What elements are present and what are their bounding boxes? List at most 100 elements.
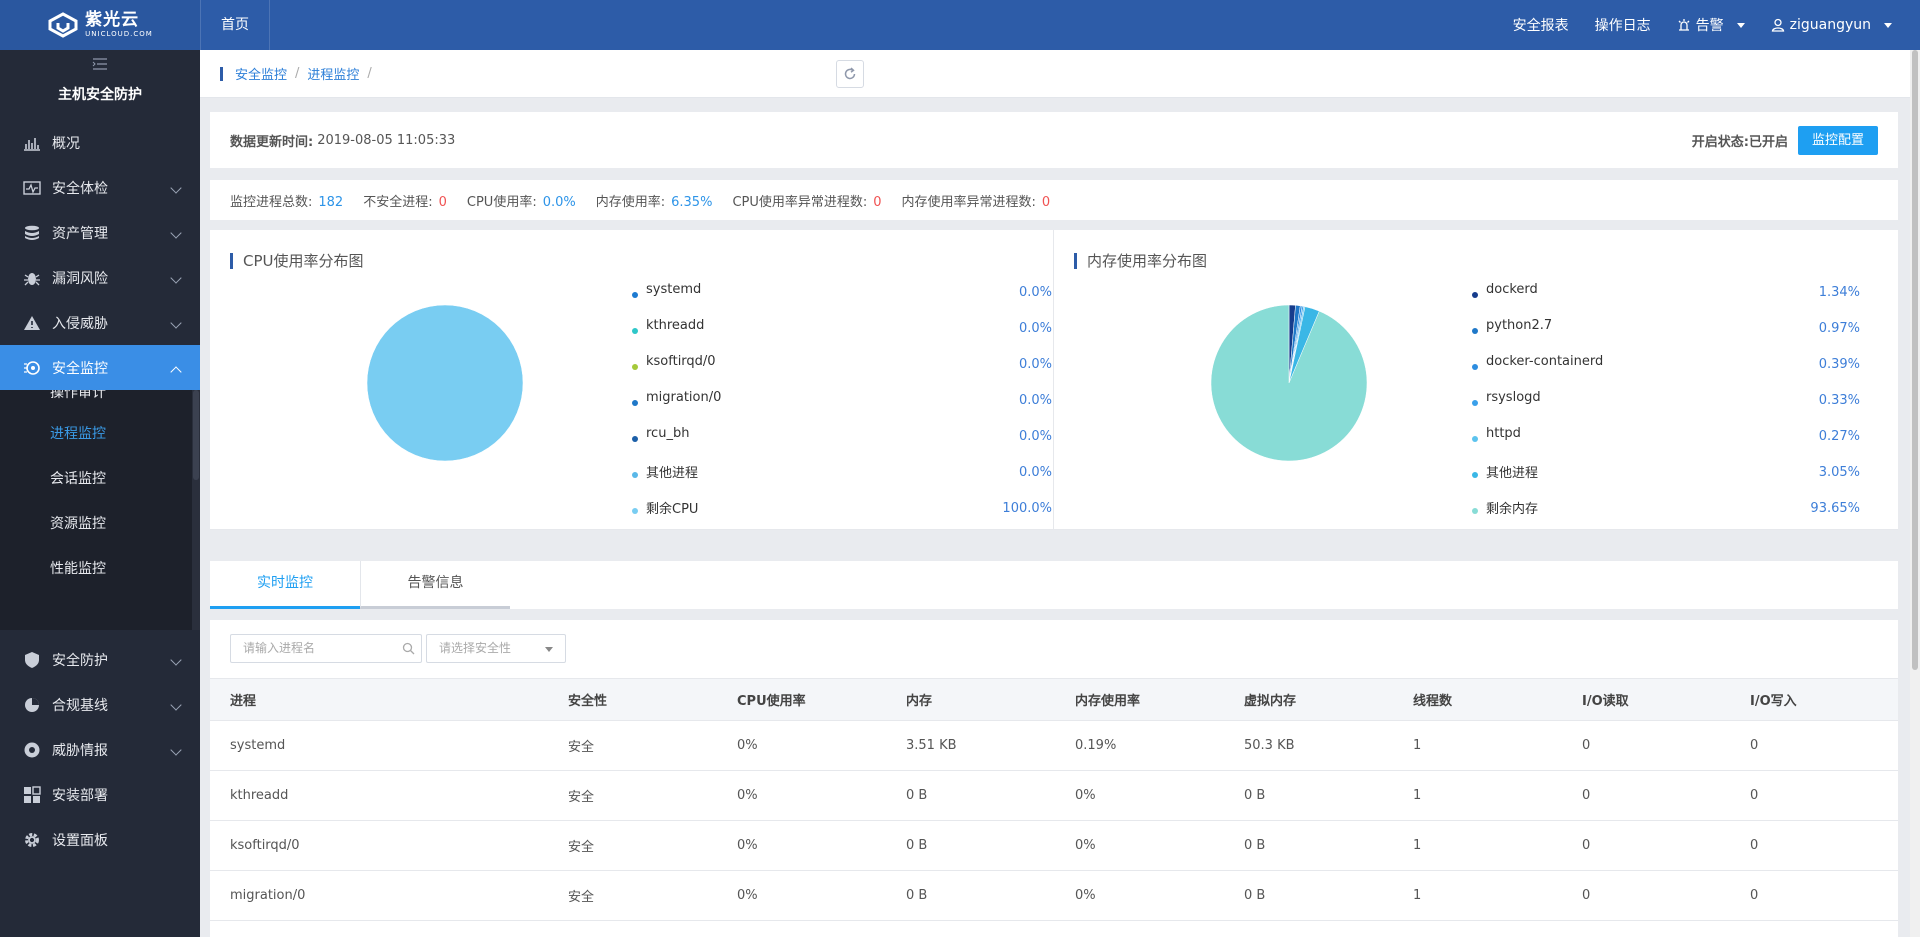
breadcrumb-process-monitor[interactable]: 进程监控 xyxy=(307,68,360,83)
database-icon xyxy=(25,225,39,240)
table-cell: 0% xyxy=(717,870,886,921)
chevron-down-icon xyxy=(170,317,182,329)
sidebar-item-settings[interactable]: 设置面板 xyxy=(0,817,200,862)
operation-log-link[interactable]: 操作日志 xyxy=(1594,18,1651,34)
cpu-legend-item[interactable]: rcu_bh 0.0% xyxy=(632,426,1052,446)
stat-cpu: CPU使用率: 0.0% xyxy=(466,194,576,210)
sidebar-item-vulnerability[interactable]: 漏洞风险 xyxy=(0,255,200,300)
memory-pie-slice[interactable] xyxy=(1210,304,1368,462)
submenu-item-performance-monitor[interactable]: 性能监控 xyxy=(50,561,106,577)
sidebar-item-overview[interactable]: 概况 xyxy=(0,120,200,165)
sidebar-item-protection[interactable]: 安全防护 xyxy=(0,637,200,682)
sidebar-item-security-monitor[interactable]: 安全监控 xyxy=(0,345,200,390)
legend-value: 0.0% xyxy=(1018,465,1052,480)
table-cell: kthreadd xyxy=(210,770,548,821)
cpu-legend-item[interactable]: systemd 0.0% xyxy=(632,282,1052,302)
breadcrumb: 安全监控 / 进程监控 / xyxy=(200,50,1910,98)
memory-legend-item[interactable]: 剩余内存 93.65% xyxy=(1472,498,1860,518)
cpu-legend-item[interactable]: 其他进程 0.0% xyxy=(632,462,1052,482)
legend-label: python2.7 xyxy=(1486,318,1553,333)
sidebar-title: 主机安全防护 xyxy=(58,87,142,103)
intel-icon xyxy=(24,742,40,757)
table-cell: 50.3 KB xyxy=(1224,720,1393,771)
process-table-panel: 请输入进程名 请选择安全性 进程 安全性 CPU使用率 内存 内存使用率 虚拟内… xyxy=(210,620,1898,937)
breadcrumb-marker xyxy=(220,66,223,81)
cpu-pie-slice[interactable] xyxy=(366,304,524,462)
refresh-button[interactable] xyxy=(836,60,864,88)
cpu-pie-chart xyxy=(366,304,524,462)
table-cell: 1 xyxy=(1393,770,1562,821)
table-cell: 0 B xyxy=(1224,870,1393,921)
cpu-legend-item[interactable]: kthreadd 0.0% xyxy=(632,318,1052,338)
sidebar-item-assets[interactable]: 资产管理 xyxy=(0,210,200,255)
menu-collapse-icon xyxy=(92,58,107,70)
table-cell: 1 xyxy=(1393,870,1562,921)
table-cell: 0 B xyxy=(1224,770,1393,821)
sidebar-item-label: 入侵威胁 xyxy=(52,315,108,332)
table-cell: 3.51 KB xyxy=(886,720,1055,771)
memory-legend-item[interactable]: 其他进程 3.05% xyxy=(1472,462,1860,482)
column-header: 虚拟内存 xyxy=(1224,678,1393,721)
submenu-item-operation-audit[interactable]: 操作审计 xyxy=(50,390,106,401)
submenu-scrollbar[interactable] xyxy=(192,390,200,630)
cpu-legend-item[interactable]: migration/0 0.0% xyxy=(632,390,1052,410)
sidebar-toggle[interactable] xyxy=(0,50,200,78)
process-name-search-input[interactable]: 请输入进程名 xyxy=(230,634,422,663)
stat-mem: 内存使用率: 6.35% xyxy=(595,194,713,210)
shield-icon xyxy=(25,651,39,668)
sidebar-item-compliance[interactable]: 合规基线 xyxy=(0,682,200,727)
memory-legend-item[interactable]: dockerd 1.34% xyxy=(1472,282,1860,302)
sidebar-item-label: 设置面板 xyxy=(52,832,108,849)
table-cell: migration/0 xyxy=(210,870,548,921)
sidebar-item-label: 合规基线 xyxy=(52,697,108,714)
security-report-link[interactable]: 安全报表 xyxy=(1512,18,1569,34)
chevron-down-icon xyxy=(170,182,182,194)
memory-legend-item[interactable]: python2.7 0.97% xyxy=(1472,318,1860,338)
main-scrollbar[interactable] xyxy=(1910,50,1920,937)
breadcrumb-security-monitor[interactable]: 安全监控 xyxy=(235,68,288,83)
memory-legend-item[interactable]: httpd 0.27% xyxy=(1472,426,1860,446)
column-header: 内存 xyxy=(886,678,1055,721)
table-cell: 0 xyxy=(1730,770,1898,821)
legend-label: rcu_bh xyxy=(646,426,690,441)
submenu-item-resource-monitor[interactable]: 资源监控 xyxy=(50,516,106,532)
alarm-menu[interactable]: 告警 xyxy=(1677,15,1745,35)
search-icon[interactable] xyxy=(402,642,415,655)
nav-home[interactable]: 首页 xyxy=(200,0,270,50)
logo-subtext: UNICLOUD.COM xyxy=(85,30,153,38)
logo[interactable]: 紫光云 UNICLOUD.COM xyxy=(0,0,200,50)
legend-value: 1.34% xyxy=(1818,285,1860,300)
alarm-icon xyxy=(1678,19,1690,31)
submenu-item-process-monitor[interactable]: 进程监控 xyxy=(50,426,106,442)
user-menu[interactable]: ziguangyun xyxy=(1771,17,1892,33)
legend-label: docker-containerd xyxy=(1486,354,1604,369)
cpu-legend-item[interactable]: ksoftirqd/0 0.0% xyxy=(632,354,1052,374)
sidebar-submenu: 操作审计 进程监控 会话监控 资源监控 性能监控 xyxy=(0,390,200,630)
memory-legend-item[interactable]: docker-containerd 0.39% xyxy=(1472,354,1860,374)
sidebar-item-intrusion[interactable]: 入侵威胁 xyxy=(0,300,200,345)
safety-select[interactable]: 请选择安全性 xyxy=(426,634,566,663)
cpu-legend-item[interactable]: 剩余CPU 100.0% xyxy=(632,498,1052,518)
table-cell: 0% xyxy=(1055,770,1224,821)
tab-alarm-info[interactable]: 告警信息 xyxy=(360,561,510,609)
sidebar-item-deploy[interactable]: 安装部署 xyxy=(0,772,200,817)
sidebar-item-checkup[interactable]: 安全体检 xyxy=(0,165,200,210)
legend-value: 0.0% xyxy=(1018,393,1052,408)
memory-legend-item[interactable]: rsyslogd 0.33% xyxy=(1472,390,1860,410)
sidebar-item-threat-intel[interactable]: 威胁情报 xyxy=(0,727,200,772)
monitor-config-button[interactable]: 监控配置 xyxy=(1797,126,1878,155)
legend-value: 0.0% xyxy=(1018,429,1052,444)
sidebar-item-label: 概况 xyxy=(52,135,80,152)
safety-select-placeholder: 请选择安全性 xyxy=(439,641,512,655)
table-row[interactable]: systemd 安全 0% 3.51 KB 0.19% 50.3 KB 1 0 0 xyxy=(210,720,1898,771)
column-header: 内存使用率 xyxy=(1055,678,1224,721)
table-cell: 0 xyxy=(1730,870,1898,921)
stat-mem-abnormal: 内存使用率异常进程数: 0 xyxy=(901,194,1051,210)
legend-dot xyxy=(1472,364,1478,370)
tab-realtime-monitor[interactable]: 实时监控 xyxy=(210,561,360,609)
tabs: 实时监控 告警信息 xyxy=(210,561,1898,609)
submenu-item-session-monitor[interactable]: 会话监控 xyxy=(50,471,106,487)
